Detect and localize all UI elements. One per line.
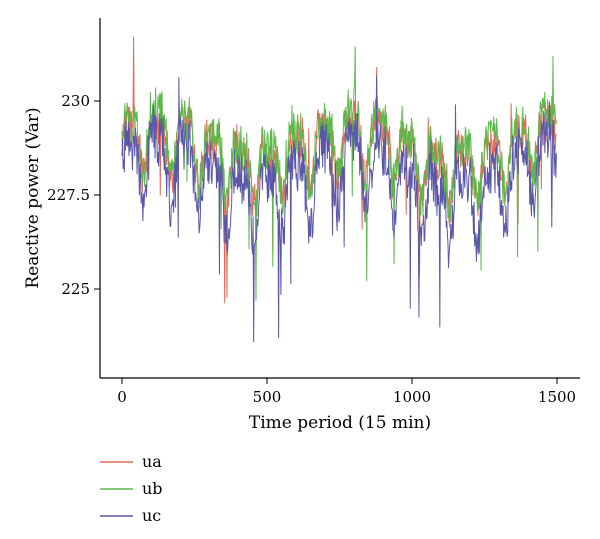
x-tick-label: 1000	[393, 388, 431, 406]
y-tick-label: 225	[61, 280, 90, 298]
x-tick-label: 500	[253, 388, 282, 406]
legend-label-uc: uc	[142, 506, 161, 525]
series-line-uc	[121, 75, 557, 343]
y-axis-title: Reactive power (Var)	[23, 107, 43, 288]
series-line-ub	[121, 46, 557, 301]
y-axis-ticks: 225 227.5 230	[47, 92, 100, 298]
y-tick-label: 230	[61, 92, 90, 110]
y-tick-label: 227.5	[47, 186, 90, 204]
series-line-ua	[121, 36, 557, 304]
x-tick-label: 0	[117, 388, 127, 406]
legend: ua ub uc	[100, 452, 163, 525]
x-axis-title: Time period (15 min)	[249, 413, 431, 433]
x-tick-label: 1500	[538, 388, 576, 406]
legend-label-ub: ub	[142, 479, 163, 498]
x-axis-ticks: 0 500 1000 1500	[117, 378, 576, 406]
plot-series	[121, 36, 557, 343]
legend-label-ua: ua	[142, 452, 162, 471]
